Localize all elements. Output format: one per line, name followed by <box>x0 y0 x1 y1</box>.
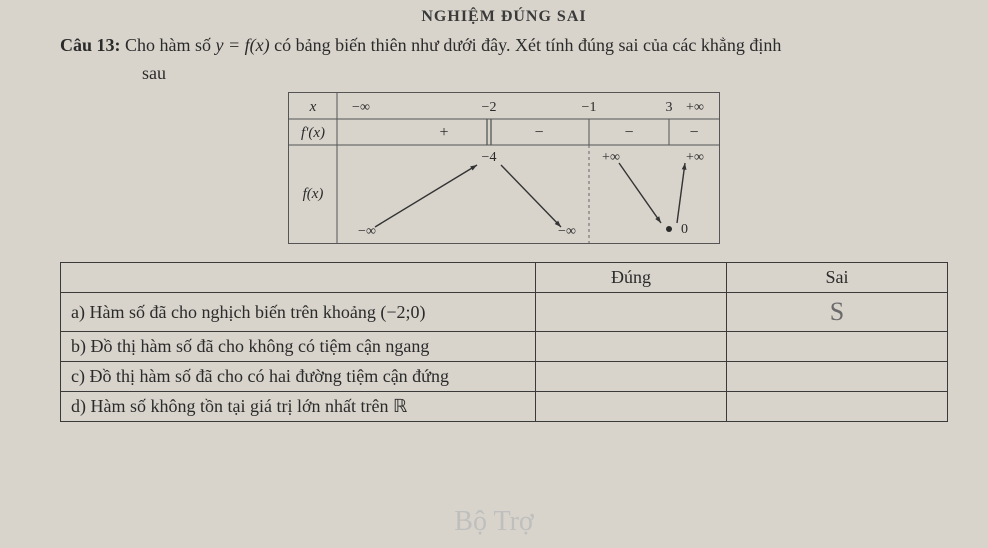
question-label: Câu 13: <box>60 35 121 55</box>
svg-text:−2: −2 <box>482 100 497 115</box>
sai-cell <box>727 392 948 422</box>
svg-text:−∞: −∞ <box>352 100 370 115</box>
svg-text:+∞: +∞ <box>686 150 704 165</box>
statement-cell: c) Đồ thị hàm số đã cho có hai đường tiệ… <box>61 362 536 392</box>
dung-cell <box>536 293 727 332</box>
question-formula: y = f(x) <box>216 35 270 55</box>
sai-cell: S <box>727 293 948 332</box>
svg-text:f(x): f(x) <box>303 186 324 202</box>
variation-table: xf'(x)f(x)−∞−2−13+∞+−−−−∞−4−∞+∞0+∞ <box>288 92 720 244</box>
dung-cell <box>536 362 727 392</box>
table-row: a) Hàm số đã cho nghịch biến trên khoảng… <box>61 293 948 332</box>
svg-text:+∞: +∞ <box>686 100 704 115</box>
statement-cell: d) Hàm số không tồn tại giá trị lớn nhất… <box>61 392 536 422</box>
question-text-before: Cho hàm số <box>125 35 216 55</box>
statement-cell: b) Đồ thị hàm số đã cho không có tiệm cậ… <box>61 332 536 362</box>
svg-text:x: x <box>309 99 317 115</box>
dung-cell <box>536 332 727 362</box>
col-statement-header <box>61 263 536 293</box>
question-text: Câu 13: Cho hàm số y = f(x) có bảng biến… <box>60 32 948 59</box>
question-text-after: có bảng biến thiên như dưới đây. Xét tín… <box>274 35 781 55</box>
table-row: d) Hàm số không tồn tại giá trị lớn nhất… <box>61 392 948 422</box>
col-dung-header: Đúng <box>536 263 727 293</box>
table-row: b) Đồ thị hàm số đã cho không có tiệm cậ… <box>61 332 948 362</box>
svg-text:−1: −1 <box>582 100 597 115</box>
exam-section-header: NGHIỆM ĐÚNG SAI <box>60 8 948 26</box>
sai-cell <box>727 362 948 392</box>
svg-text:3: 3 <box>666 100 673 115</box>
table-row: c) Đồ thị hàm số đã cho có hai đường tiệ… <box>61 362 948 392</box>
svg-text:−: − <box>534 124 543 141</box>
dung-cell <box>536 392 727 422</box>
svg-text:+: + <box>439 124 448 141</box>
svg-text:f'(x): f'(x) <box>301 125 325 141</box>
svg-text:−∞: −∞ <box>358 224 376 239</box>
svg-text:−: − <box>689 124 698 141</box>
sai-cell <box>727 332 948 362</box>
statement-cell: a) Hàm số đã cho nghịch biến trên khoảng… <box>61 293 536 332</box>
svg-text:0: 0 <box>681 222 688 237</box>
col-sai-header: Sai <box>727 263 948 293</box>
svg-text:+∞: +∞ <box>602 150 620 165</box>
svg-text:−4: −4 <box>482 150 497 165</box>
answer-table: Đúng Sai a) Hàm số đã cho nghịch biến tr… <box>60 262 948 422</box>
watermark: Bộ Trợ <box>454 506 533 538</box>
svg-text:−: − <box>624 124 633 141</box>
question-sau: sau <box>142 63 948 84</box>
